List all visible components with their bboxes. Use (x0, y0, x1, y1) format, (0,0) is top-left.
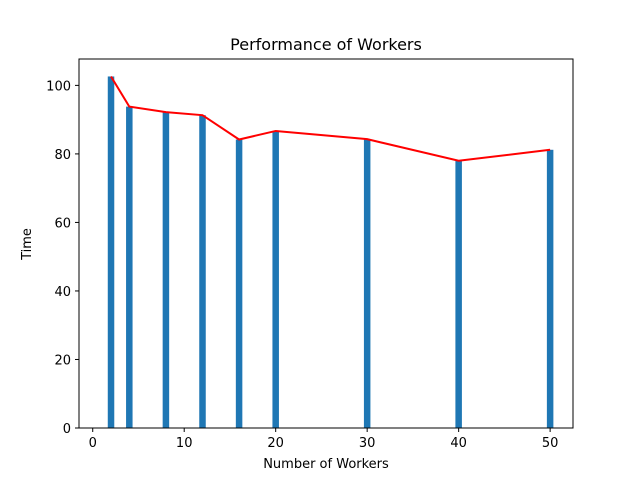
y-tick-label: 20 (54, 353, 71, 368)
y-tick-label: 80 (54, 148, 71, 163)
y-axis-label: Time (20, 228, 35, 261)
x-axis: 0 10 20 30 40 50 (89, 428, 559, 451)
bar (455, 160, 462, 428)
bar (199, 115, 206, 428)
trend-line (110, 75, 551, 162)
bar (272, 130, 279, 428)
y-tick-label: 100 (46, 79, 71, 94)
bar (235, 139, 243, 428)
bar (546, 149, 554, 429)
plot-area-frame (78, 58, 574, 429)
bar (126, 106, 133, 429)
x-tick-label: 20 (267, 436, 284, 451)
bar (363, 139, 371, 429)
y-tick-label: 0 (63, 422, 71, 437)
x-tick-label: 0 (89, 436, 97, 451)
y-tick-label: 40 (54, 285, 71, 300)
x-tick-label: 50 (542, 436, 559, 451)
x-tick-label: 30 (359, 436, 376, 451)
bar (107, 76, 115, 428)
x-tick-label: 40 (450, 436, 467, 451)
x-tick-label: 10 (176, 436, 193, 451)
bar (162, 112, 170, 429)
chart-title: Performance of Workers (230, 35, 422, 54)
bar-series (107, 76, 554, 429)
y-tick-label: 60 (54, 216, 71, 231)
x-axis-label: Number of Workers (263, 457, 389, 472)
y-axis: 0 20 40 60 80 100 (46, 79, 79, 437)
